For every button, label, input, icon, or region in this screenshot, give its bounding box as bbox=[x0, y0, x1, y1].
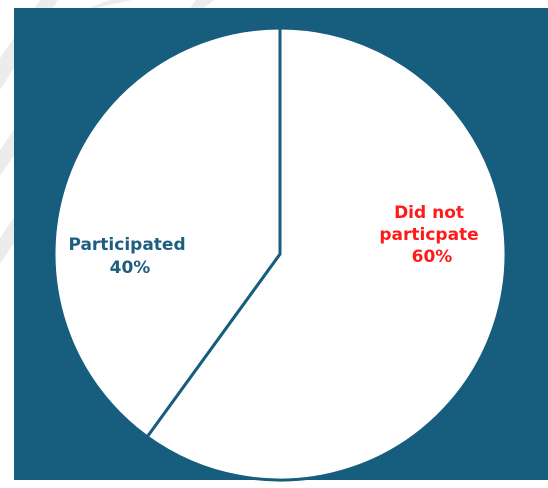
pie-slice-did-not-participate bbox=[145, 26, 508, 482]
label-did-not-participate: Did not particpate 60% bbox=[379, 203, 484, 267]
label-participated-line-1: Participated bbox=[68, 235, 185, 255]
label-did-not-line-1: Did not bbox=[394, 203, 464, 223]
label-participated-value: 40% bbox=[110, 258, 151, 278]
label-did-not-line-2: particpate bbox=[379, 225, 478, 245]
label-participated: Participated 40% bbox=[68, 235, 191, 278]
watermark-stripe bbox=[88, 0, 132, 8]
pie-slice-participated bbox=[52, 26, 282, 439]
label-did-not-value: 60% bbox=[412, 247, 453, 267]
watermark-stripe bbox=[190, 0, 214, 8]
